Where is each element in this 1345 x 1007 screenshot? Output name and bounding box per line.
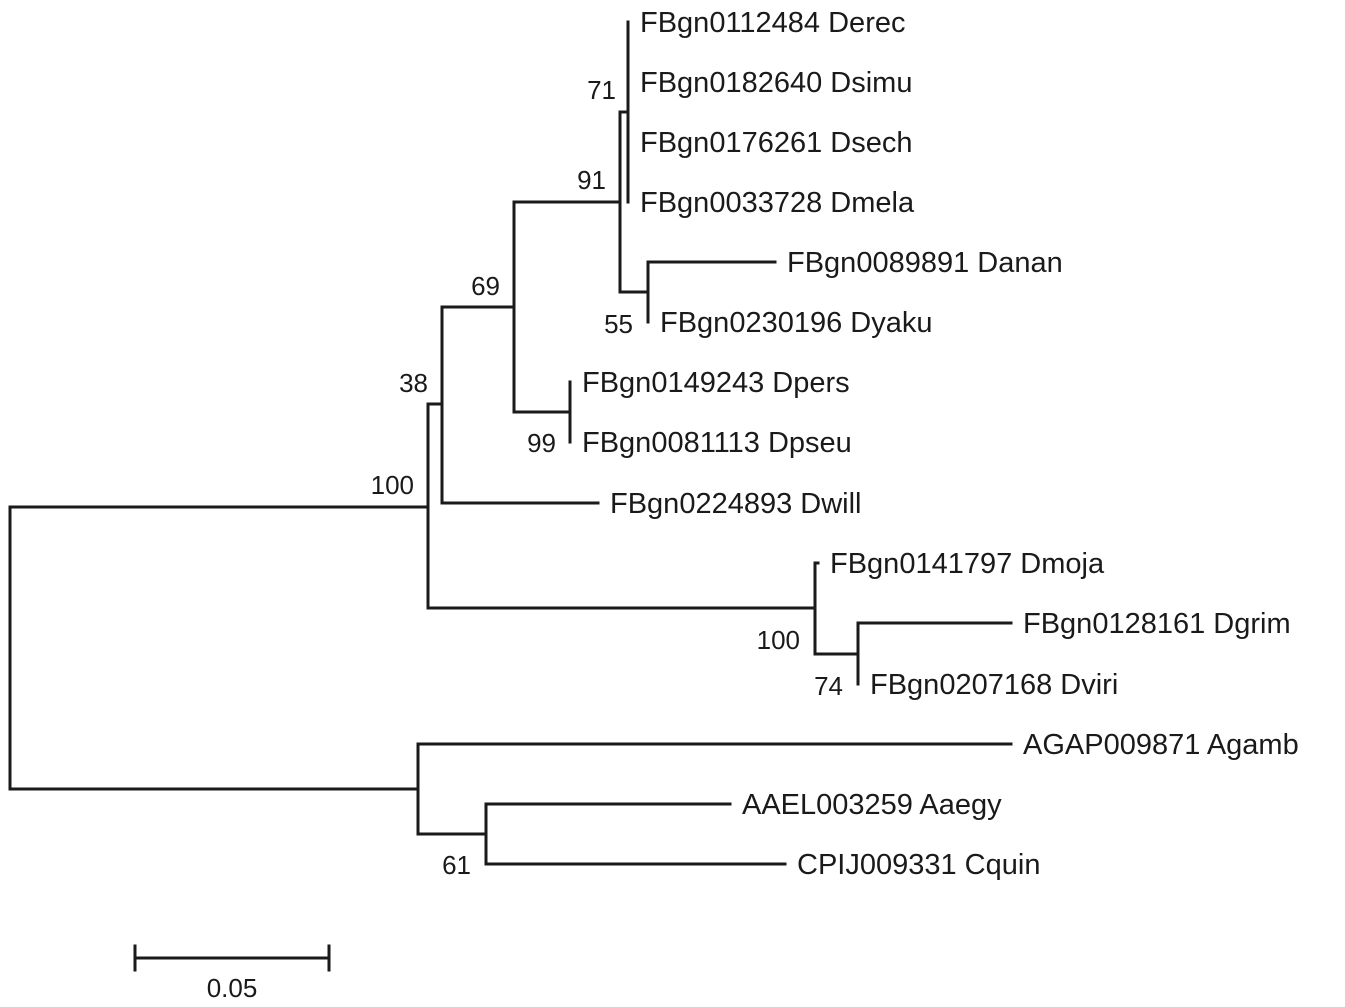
bootstrap-support-label: 74 xyxy=(814,671,843,701)
leaf-label: FBgn0207168 Dviri xyxy=(870,669,1118,701)
bootstrap-support-label: 38 xyxy=(399,368,428,398)
leaf-label: FBgn0033728 Dmela xyxy=(640,187,915,219)
scale-bar-label: 0.05 xyxy=(207,973,258,1003)
leaf-label: FBgn0081113 Dpseu xyxy=(582,427,852,459)
bootstrap-support-label: 69 xyxy=(471,271,500,301)
leaf-label: FBgn0182640 Dsimu xyxy=(640,67,912,99)
leaf-label: CPIJ009331 Cquin xyxy=(797,849,1040,881)
bootstrap-support-label: 100 xyxy=(371,470,414,500)
leaf-label: FBgn0230196 Dyaku xyxy=(660,307,932,339)
leaf-label: FBgn0149243 Dpers xyxy=(582,367,850,399)
leaf-label: FBgn0176261 Dsech xyxy=(640,127,912,159)
bootstrap-support-label: 61 xyxy=(442,850,471,880)
leaf-label: FBgn0128161 Dgrim xyxy=(1023,608,1291,640)
leaf-label: FBgn0224893 Dwill xyxy=(610,488,861,520)
leaf-label: FBgn0089891 Danan xyxy=(787,247,1063,279)
bootstrap-support-label: 71 xyxy=(587,75,616,105)
leaf-label: AGAP009871 Agamb xyxy=(1023,729,1299,761)
bootstrap-support-label: 100 xyxy=(757,625,800,655)
scale-bar: 0.05 xyxy=(133,944,331,1003)
leaf-label: FBgn0112484 Derec xyxy=(640,7,905,39)
support-labels: 71 91 55 69 99 38 100 100 74 61 xyxy=(371,75,843,880)
tree-branches xyxy=(8,20,1013,866)
leaf-label: FBgn0141797 Dmoja xyxy=(830,548,1105,580)
bootstrap-support-label: 91 xyxy=(577,165,606,195)
bootstrap-support-label: 99 xyxy=(527,428,556,458)
leaf-label: AAEL003259 Aaegy xyxy=(742,789,1002,821)
bootstrap-support-label: 55 xyxy=(604,309,633,339)
leaf-labels: FBgn0112484 Derec FBgn0182640 Dsimu FBgn01… xyxy=(582,7,1299,881)
